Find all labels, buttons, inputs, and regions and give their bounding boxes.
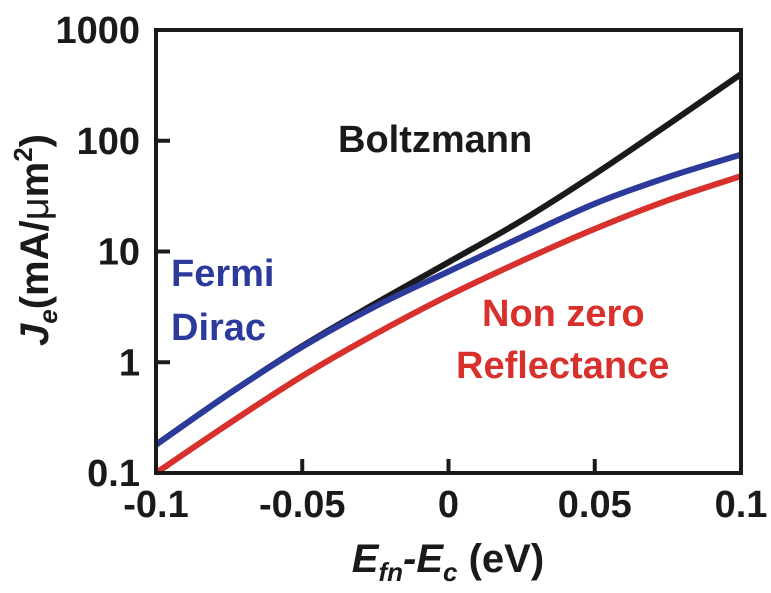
x-tick-label: 0.05 bbox=[558, 484, 632, 526]
y-axis-title-sub-e: e bbox=[33, 309, 63, 323]
y-axis-title-mu: μ bbox=[13, 197, 57, 220]
x-axis-title-e: E bbox=[352, 537, 380, 581]
y-axis-title-sup: 2 bbox=[8, 147, 38, 161]
annotation-fermi: Fermi bbox=[171, 253, 274, 295]
x-tick-label: -0.1 bbox=[123, 484, 188, 526]
x-axis-title-unit: (eV) bbox=[458, 537, 545, 581]
x-axis-title: Efn-Ec (eV) bbox=[352, 537, 544, 587]
y-axis-title-j: J bbox=[13, 323, 57, 346]
series-line-non-zero-reflectance bbox=[154, 173, 742, 476]
plot-frame bbox=[154, 28, 743, 475]
y-tick-label: 100 bbox=[77, 121, 140, 163]
x-axis-title-sub-c: c bbox=[443, 557, 458, 587]
y-axis-title-unit-pre: (mA/ bbox=[13, 220, 57, 309]
y-axis-title-unit-post: ) bbox=[13, 134, 57, 147]
x-tick-label: 0.1 bbox=[715, 484, 768, 526]
series-line-fermi-dirac bbox=[154, 151, 742, 448]
x-tick-label: 0 bbox=[438, 484, 459, 526]
annotation-non-zero: Non zero bbox=[482, 293, 645, 335]
x-axis-title-minus-e: -E bbox=[403, 537, 444, 581]
y-tick-label: 1000 bbox=[55, 10, 140, 52]
y-axis-title: Je(mA/μm2) bbox=[8, 134, 63, 346]
annotation-boltzmann: Boltzmann bbox=[338, 119, 532, 161]
y-tick-label: 10 bbox=[98, 232, 140, 274]
y-tick-label: 1 bbox=[119, 342, 140, 384]
annotation-reflectance: Reflectance bbox=[456, 345, 669, 387]
y-axis-title-unit-m: m bbox=[13, 162, 57, 198]
x-axis-title-sub-fn: fn bbox=[378, 557, 403, 587]
annotation-dirac: Dirac bbox=[171, 307, 266, 349]
y-tick-label: 0.1 bbox=[87, 453, 140, 495]
x-tick-label: -0.05 bbox=[259, 484, 346, 526]
